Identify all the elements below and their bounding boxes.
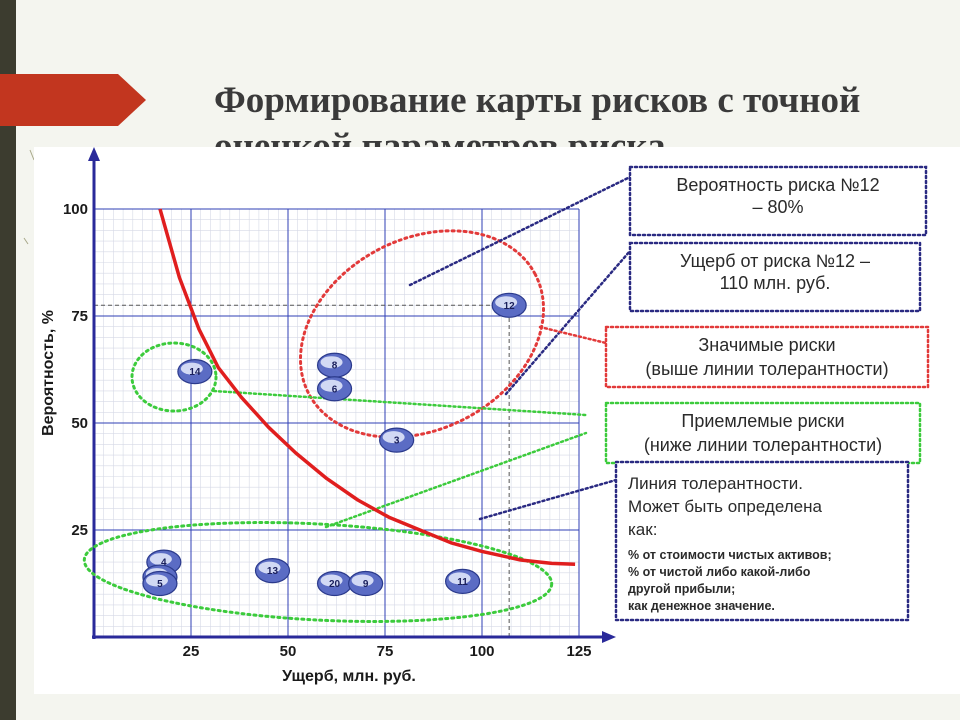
x-axis-arrow bbox=[602, 631, 616, 643]
callout-significant: Значимые риски (выше линии толерантности) bbox=[604, 325, 930, 389]
risk-marker-highlight bbox=[145, 574, 168, 587]
leaf-decoration bbox=[23, 149, 35, 245]
callout-significant-text: (выше линии толерантности) bbox=[645, 359, 888, 379]
risk-point-11: 11 bbox=[445, 568, 481, 594]
acceptable-risk-ellipse-large bbox=[82, 521, 554, 623]
risk-marker-highlight bbox=[320, 574, 343, 587]
callout-tolerance-item: как денежное значение. bbox=[628, 599, 775, 613]
risk-point-14: 14 bbox=[177, 359, 213, 385]
x-tick-label: 125 bbox=[566, 643, 591, 660]
callout-probability-text: – 80% bbox=[752, 197, 803, 217]
y-tick-label: 75 bbox=[71, 308, 88, 325]
callout-probability: Вероятность риска №12– 80% bbox=[628, 165, 928, 237]
title-arrow-decoration bbox=[0, 74, 146, 126]
callout-acceptable: Приемлемые риски (ниже линии толерантност… bbox=[604, 401, 922, 465]
risk-point-label: 20 bbox=[329, 579, 341, 590]
y-tick-label: 25 bbox=[71, 522, 88, 539]
callout-tolerance: Линия толерантности. Может быть определен… bbox=[614, 460, 910, 622]
risk-point-label: 8 bbox=[332, 361, 338, 372]
connector-tolerance bbox=[478, 478, 618, 521]
callout-connectors bbox=[212, 175, 632, 529]
callout-tolerance-item: % от чистой либо какой-либо bbox=[628, 565, 811, 579]
risk-point-12: 12 bbox=[491, 292, 527, 318]
risk-point-label: 4 bbox=[161, 558, 167, 569]
tolerance-line bbox=[158, 208, 576, 566]
x-tick-label: 25 bbox=[183, 643, 200, 660]
callout-damage-text: 110 млн. руб. bbox=[720, 273, 831, 293]
risk-groups bbox=[82, 229, 554, 623]
risk-marker-highlight bbox=[320, 379, 343, 392]
callout-significant-border bbox=[604, 325, 930, 389]
callout-acceptable-border bbox=[604, 401, 922, 465]
callout-significant-text: Значимые риски bbox=[698, 335, 835, 355]
callout-damage: Ущерб от риска №12 –110 млн. руб. bbox=[628, 241, 922, 313]
risk-point-label: 5 bbox=[157, 579, 163, 590]
risk-point-20: 20 bbox=[316, 570, 353, 597]
risk-marker-highlight bbox=[351, 574, 374, 587]
risk-point-label: 9 bbox=[363, 579, 369, 590]
risk-point-6: 6 bbox=[316, 376, 353, 402]
connector-significant bbox=[538, 325, 608, 345]
callout-tolerance-item: % от стоимости чистых активов; bbox=[628, 548, 832, 562]
left-stripe-decoration bbox=[0, 0, 16, 720]
risk-point-label: 13 bbox=[267, 566, 279, 577]
risk-point-label: 14 bbox=[189, 367, 201, 378]
callout-tolerance-text: Может быть определена bbox=[628, 497, 822, 516]
callout-tolerance-border bbox=[614, 460, 910, 622]
y-axis-arrow bbox=[88, 147, 100, 161]
risk-point-9: 9 bbox=[348, 570, 384, 597]
risk-marker-highlight bbox=[149, 553, 172, 566]
y-axis-label: Вероятность, % bbox=[40, 310, 57, 436]
risk-marker-highlight bbox=[258, 561, 281, 574]
x-tick-label: 100 bbox=[469, 643, 494, 660]
callout-probability-text: Вероятность риска №12 bbox=[676, 175, 879, 195]
acceptable-risk-ellipse-small bbox=[130, 341, 218, 413]
risk-marker-highlight bbox=[448, 572, 471, 585]
y-tick-label: 100 bbox=[63, 201, 88, 218]
connector-acceptable-bottom bbox=[324, 431, 588, 529]
connector-acceptable-top bbox=[212, 389, 588, 417]
risk-point-3: 3 bbox=[379, 427, 415, 453]
callout-tolerance-item: другой прибыли; bbox=[628, 582, 735, 596]
risk-point-label: 12 bbox=[504, 301, 516, 312]
x-tick-label: 50 bbox=[280, 643, 297, 660]
risk-point-5: 5 bbox=[142, 570, 178, 597]
connector-probability bbox=[408, 175, 632, 287]
guide-lines bbox=[94, 304, 510, 637]
significant-risk-ellipse bbox=[299, 229, 545, 439]
callout-probability-border bbox=[628, 165, 928, 237]
risk-marker-highlight bbox=[495, 296, 518, 309]
y-tick-label: 50 bbox=[71, 415, 88, 432]
risk-point-label: 6 bbox=[332, 384, 338, 395]
callout-damage-text: Ущерб от риска №12 – bbox=[680, 251, 870, 271]
risk-point-13: 13 bbox=[254, 558, 291, 584]
risk-marker-highlight bbox=[180, 362, 203, 375]
callout-tolerance-text: Линия толерантности. bbox=[628, 474, 803, 493]
callout-tolerance-text: как: bbox=[628, 520, 657, 539]
risk-points: 12863144751320911 bbox=[142, 292, 527, 597]
risk-marker-highlight bbox=[320, 356, 343, 369]
callout-acceptable-text: Приемлемые риски bbox=[681, 411, 844, 431]
x-tick-label: 75 bbox=[377, 643, 394, 660]
callout-acceptable-text: (ниже линии толерантности) bbox=[644, 435, 882, 455]
axes bbox=[88, 147, 616, 643]
callout-damage-border bbox=[628, 241, 922, 313]
risk-point-label: 3 bbox=[394, 436, 400, 447]
connector-damage bbox=[504, 249, 632, 396]
risk-marker-highlight bbox=[382, 431, 405, 444]
risk-point-8: 8 bbox=[316, 352, 353, 378]
callouts: Вероятность риска №12– 80%Ущерб от риска… bbox=[604, 165, 930, 622]
x-axis-label: Ущерб, млн. руб. bbox=[282, 668, 416, 685]
risk-point-label: 11 bbox=[457, 577, 468, 588]
